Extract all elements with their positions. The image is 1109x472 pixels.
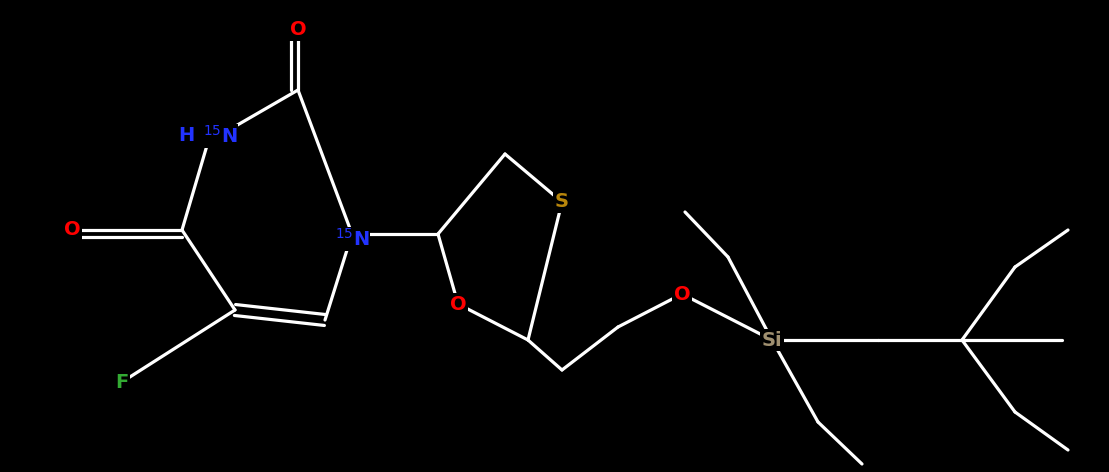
Text: S: S [554, 193, 569, 211]
Text: O: O [449, 295, 466, 313]
Text: $^{15}$N: $^{15}$N [203, 125, 237, 147]
Text: O: O [63, 220, 80, 239]
Text: Si: Si [762, 330, 782, 349]
Text: H: H [177, 126, 194, 145]
Text: $^{15}$N: $^{15}$N [335, 228, 369, 250]
Text: O: O [673, 285, 690, 303]
Text: F: F [115, 372, 129, 391]
Text: O: O [289, 20, 306, 40]
